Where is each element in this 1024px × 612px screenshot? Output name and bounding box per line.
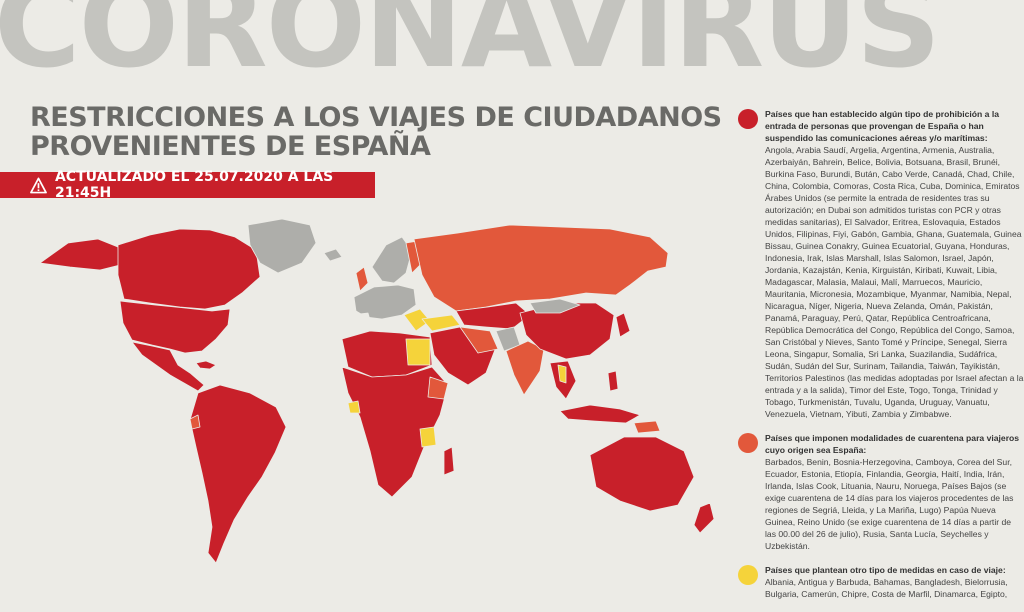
legend-countries: Albania, Antigua y Barbuda, Bahamas, Ban…: [765, 577, 1008, 599]
legend-item-quarantine: Países que imponen modalidades de cuaren…: [738, 432, 1024, 552]
legend-title: Países que plantean otro tipo de medidas…: [765, 565, 1006, 575]
legend-title: Países que han establecido algún tipo de…: [765, 109, 999, 143]
legend-item-other-measures: Países que plantean otro tipo de medidas…: [738, 564, 1024, 600]
region-mexico-central-america: [131, 341, 205, 392]
region-west-africa-yellow: [347, 400, 361, 414]
legend-item-prohibition: Países que han establecido algún tipo de…: [738, 108, 1024, 420]
legend-dot-quarantine: [738, 433, 758, 453]
region-central-africa: [341, 366, 449, 498]
legend-dot-prohibition: [738, 109, 758, 129]
region-tanzania: [419, 426, 437, 448]
region-philippines: [607, 370, 619, 392]
legend-dot-other: [738, 565, 758, 585]
subtitle-line-1: RESTRICCIONES A LOS VIAJES DE CIUDADANOS: [30, 102, 722, 133]
region-iceland: [323, 248, 343, 262]
region-madagascar: [443, 446, 455, 476]
subtitle: RESTRICCIONES A LOS VIAJES DE CIUDADANOS…: [30, 103, 730, 161]
warning-triangle-icon: [30, 177, 47, 193]
world-map: [39, 218, 715, 564]
region-mongolia: [529, 298, 581, 314]
region-greenland: [247, 218, 317, 274]
region-iran: [459, 326, 499, 354]
region-new-zealand: [693, 502, 715, 534]
legend-countries: Angola, Arabia Saudí, Argelia, Argentina…: [765, 145, 1024, 419]
region-indonesia: [559, 404, 641, 424]
update-banner: ACTUALIZADO EL 25.07.2020 A LAS 21:45H: [0, 169, 375, 201]
region-south-america: [189, 384, 287, 564]
region-turkey: [421, 314, 461, 332]
region-china: [519, 302, 615, 360]
legend-title: Países que imponen modalidades de cuaren…: [765, 433, 1020, 455]
subtitle-line-2: PROVENIENTES DE ESPAÑA: [30, 131, 431, 162]
region-canada: [117, 228, 261, 310]
region-alaska: [39, 238, 121, 271]
region-korea-japan: [615, 312, 631, 338]
region-russia: [413, 224, 669, 312]
region-usa: [119, 300, 231, 354]
region-thailand: [557, 364, 567, 384]
big-title: CORONAVIRUS: [0, 0, 941, 84]
region-spain: [349, 312, 373, 332]
region-uk: [355, 266, 369, 292]
region-australia: [589, 436, 695, 512]
region-egypt: [405, 338, 431, 366]
region-png: [633, 420, 661, 434]
legend: Países que han establecido algún tipo de…: [738, 108, 1024, 612]
region-caribbean: [195, 360, 217, 370]
region-scandinavia: [371, 236, 413, 284]
region-ecuador: [189, 414, 201, 430]
region-ethiopia: [427, 376, 449, 400]
update-text: ACTUALIZADO EL 25.07.2020 A LAS 21:45H: [54, 169, 334, 201]
region-india: [505, 340, 545, 396]
region-kazakhstan: [455, 302, 531, 330]
legend-countries: Barbados, Benin, Bosnia-Herzegovina, Cam…: [765, 457, 1014, 551]
